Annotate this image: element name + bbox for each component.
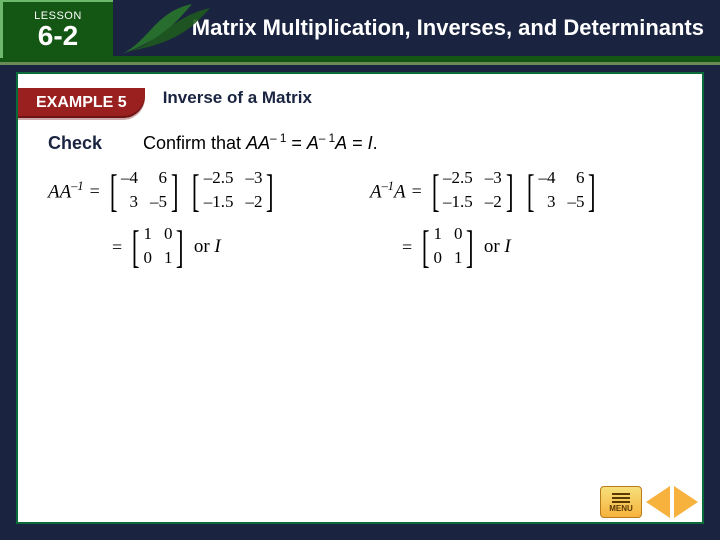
or-text: or [484, 236, 505, 257]
menu-bar-icon [612, 501, 630, 503]
cell: –5 [567, 192, 584, 214]
cell: –5 [150, 192, 167, 214]
eq-line-1r: A–1A = [ –2.5 –3 –1.5 –2 ] [ –4 6 [370, 168, 672, 214]
menu-button[interactable]: MENU [600, 486, 642, 518]
check-label: Check [48, 133, 138, 154]
footer-nav: MENU [600, 486, 698, 518]
bracket-l-icon: [ [527, 171, 535, 211]
bracket-r-icon: ] [588, 171, 596, 211]
prev-arrow-icon[interactable] [646, 486, 670, 518]
menu-bar-icon [612, 493, 630, 495]
eq-line-2r: = [ 10 01 ] or I [402, 224, 672, 270]
example-header-row: EXAMPLE 5 Inverse of a Matrix [18, 74, 702, 122]
cell: 3 [538, 192, 555, 214]
equations-area: AA–1 = [ –46 3–5 ] [ –2.5–3 [48, 168, 672, 270]
bracket-l-icon: [ [192, 171, 200, 211]
confirm-text: Confirm that AA– 1 = A– 1A = I. [143, 133, 378, 153]
chapter-title: Matrix Multiplication, Inverses, and Det… [192, 15, 704, 41]
matrix-Ainv-left: [ –2.5 –3 –1.5 –2 ] [188, 168, 277, 214]
lhs2-pre: A [370, 181, 382, 202]
cell: 3 [121, 192, 138, 214]
term-AA: AA [246, 133, 270, 153]
example-badge: EXAMPLE 5 [18, 88, 145, 118]
bracket-l-icon: [ [432, 171, 440, 211]
equals-1r: = [412, 181, 422, 202]
or-text: or [194, 236, 215, 257]
eq-line-2l: = [ 10 01 ] or I [112, 224, 350, 270]
eq-b: = [347, 133, 368, 153]
cell: –2 [485, 192, 502, 214]
main-body: Check Confirm that AA– 1 = A– 1A = I. AA… [18, 122, 702, 270]
cell: –2.5 [443, 168, 473, 190]
or-I-right: or I [484, 236, 511, 258]
equals-2r: = [402, 237, 412, 258]
bracket-l-icon: [ [110, 171, 118, 211]
sup-neg1-b: – 1 [319, 132, 335, 145]
matrix-A-right: [ –4 6 3 –5 ] [523, 168, 600, 214]
or-I-left: or I [194, 236, 221, 258]
cell: 1 [143, 224, 152, 246]
term-A: A [307, 133, 319, 153]
lhs1-text: AA [48, 181, 71, 202]
confirm-prefix: Confirm that [143, 133, 246, 153]
matrix-I-left: [ 10 01 ] [128, 224, 188, 270]
cell: –2.5 [204, 168, 234, 190]
eq-line-1l: AA–1 = [ –4 6 3 –5 ] [ –2.5 –3 [48, 168, 350, 214]
cell: 0 [454, 224, 463, 246]
eq-a: = [286, 133, 307, 153]
lhs1-sup: –1 [71, 179, 83, 193]
equals-1l: = [90, 181, 100, 202]
cell: 6 [150, 168, 167, 190]
menu-label: MENU [609, 504, 633, 513]
cell: –3 [245, 168, 262, 190]
matrix-Ainv-right: [ –2.5 –3 –1.5 –2 ] [428, 168, 517, 214]
lhs2-sup: –1 [382, 179, 394, 193]
example-title: Inverse of a Matrix [163, 88, 312, 108]
matrix-A-left: [ –4 6 3 –5 ] [106, 168, 183, 214]
cell: 0 [143, 248, 152, 270]
bracket-r-icon: ] [176, 227, 184, 267]
cell: –1.5 [204, 192, 234, 214]
term-A2: A [335, 133, 347, 153]
content-panel: EXAMPLE 5 Inverse of a Matrix Check Conf… [16, 72, 704, 524]
eq-column-left: AA–1 = [ –4 6 3 –5 ] [ –2.5 –3 [48, 168, 350, 270]
bracket-l-icon: [ [132, 227, 140, 267]
lhs2-post: A [394, 181, 406, 202]
cell: 1 [454, 248, 463, 270]
bracket-r-icon: ] [506, 171, 514, 211]
menu-bar-icon [612, 497, 630, 499]
cell: –4 [538, 168, 555, 190]
next-arrow-icon[interactable] [674, 486, 698, 518]
cell: –4 [121, 168, 138, 190]
cell: –3 [485, 168, 502, 190]
cell: 0 [164, 224, 173, 246]
cell: –2 [245, 192, 262, 214]
cell: 1 [433, 224, 442, 246]
divider-light [0, 62, 720, 65]
top-bar: LESSON 6-2 Matrix Multiplication, Invers… [0, 0, 720, 56]
cell: 6 [567, 168, 584, 190]
cell: 1 [164, 248, 173, 270]
equals-2l: = [112, 237, 122, 258]
sup-neg1-a: – 1 [270, 132, 286, 145]
I-text: I [504, 236, 510, 257]
lesson-number: 6-2 [38, 22, 78, 50]
bracket-r-icon: ] [266, 171, 274, 211]
bracket-r-icon: ] [171, 171, 179, 211]
dot: . [373, 133, 378, 153]
lhs-AinvA: A–1A [370, 179, 406, 203]
cell: –1.5 [443, 192, 473, 214]
lhs-AAinv: AA–1 [48, 179, 84, 203]
matrix-I-right: [ 10 01 ] [418, 224, 478, 270]
eq-column-right: A–1A = [ –2.5 –3 –1.5 –2 ] [ –4 6 [370, 168, 672, 270]
lesson-badge: LESSON 6-2 [0, 0, 113, 58]
I-text: I [214, 236, 220, 257]
bracket-r-icon: ] [466, 227, 474, 267]
cell: 0 [433, 248, 442, 270]
bracket-l-icon: [ [422, 227, 430, 267]
